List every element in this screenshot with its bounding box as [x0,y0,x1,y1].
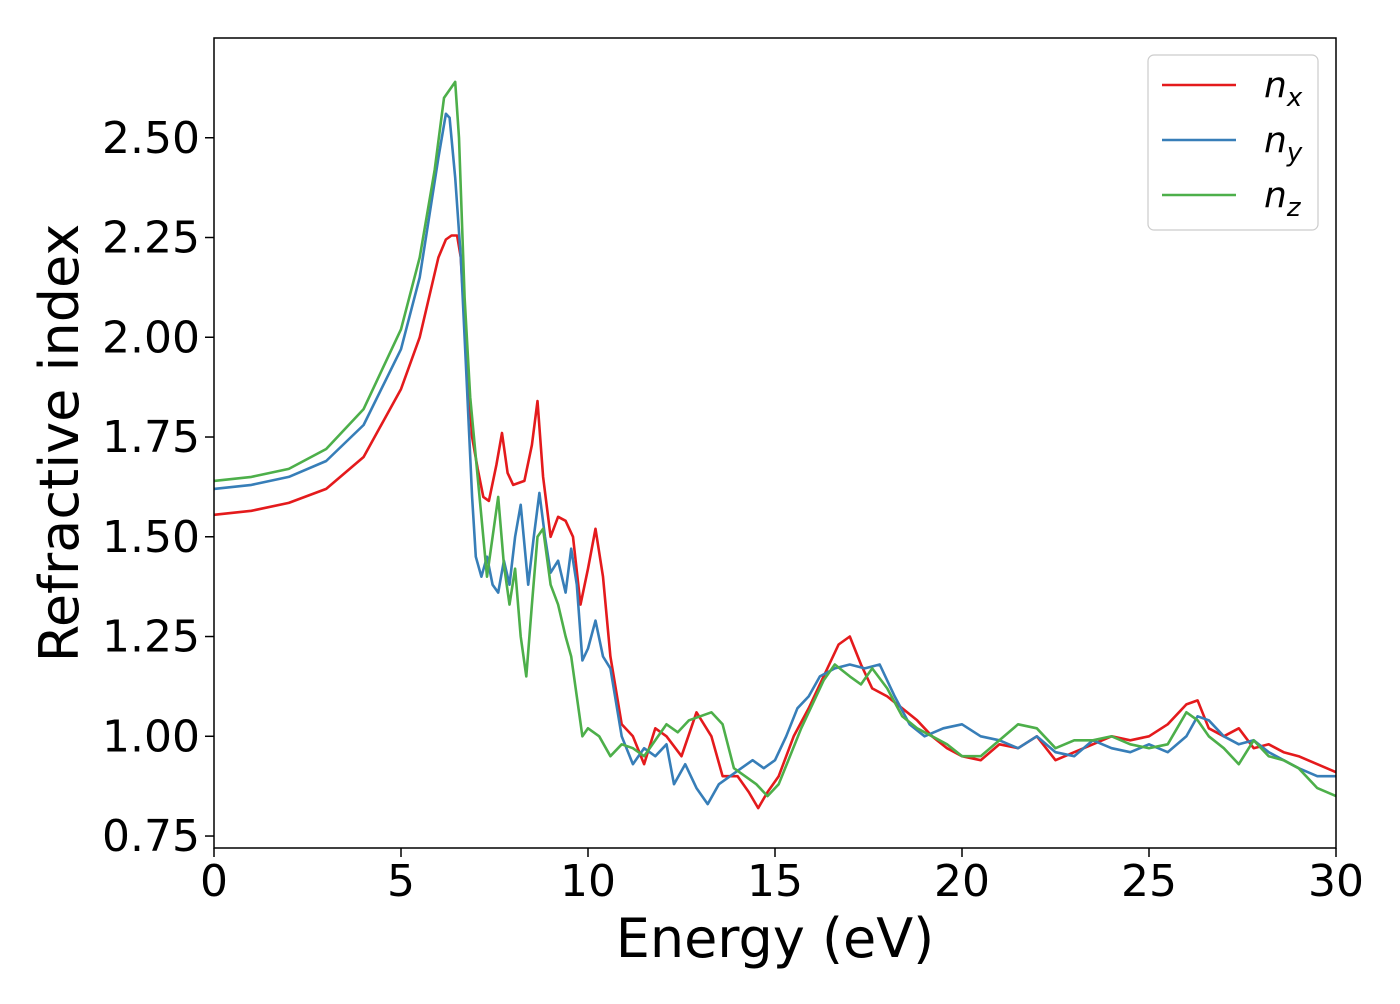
legend-label-z: nz [1264,175,1302,223]
y-tick-label: 1.75 [102,412,200,463]
x-tick-label: 25 [1121,856,1177,907]
y-tick-label: 2.25 [102,213,200,264]
y-axis-label: Refractive index [28,224,91,663]
x-tick-label: 10 [560,856,616,907]
y-tick-label: 2.50 [102,113,200,164]
series-layer [213,80,1337,810]
legend-box [1147,54,1319,231]
x-tick-label: 15 [747,856,803,907]
series-line-x [213,234,1337,810]
x-tick-label: 20 [934,856,990,907]
x-axis: 0 5 10 15 20 25 30 [200,848,1364,907]
y-tick-label: 0.75 [102,811,200,862]
series-line-y [213,112,1336,806]
series-line-z [213,80,1337,798]
x-axis-label: Energy (eV) [616,907,935,970]
x-tick-label: 0 [200,856,228,907]
legend-label-y: ny [1264,120,1303,168]
y-axis: 0.75 1.00 1.25 1.50 1.75 2.00 2.25 2.50 [102,113,214,862]
y-tick-label: 2.00 [102,312,200,363]
x-tick-label: 30 [1308,856,1364,907]
y-tick-label: 1.00 [102,711,200,762]
x-tick-label: 5 [387,856,415,907]
y-tick-label: 1.50 [102,512,200,563]
legend-label-x: nx [1264,65,1303,113]
y-tick-label: 1.25 [102,612,200,663]
legend: nx ny nz [1147,54,1319,231]
